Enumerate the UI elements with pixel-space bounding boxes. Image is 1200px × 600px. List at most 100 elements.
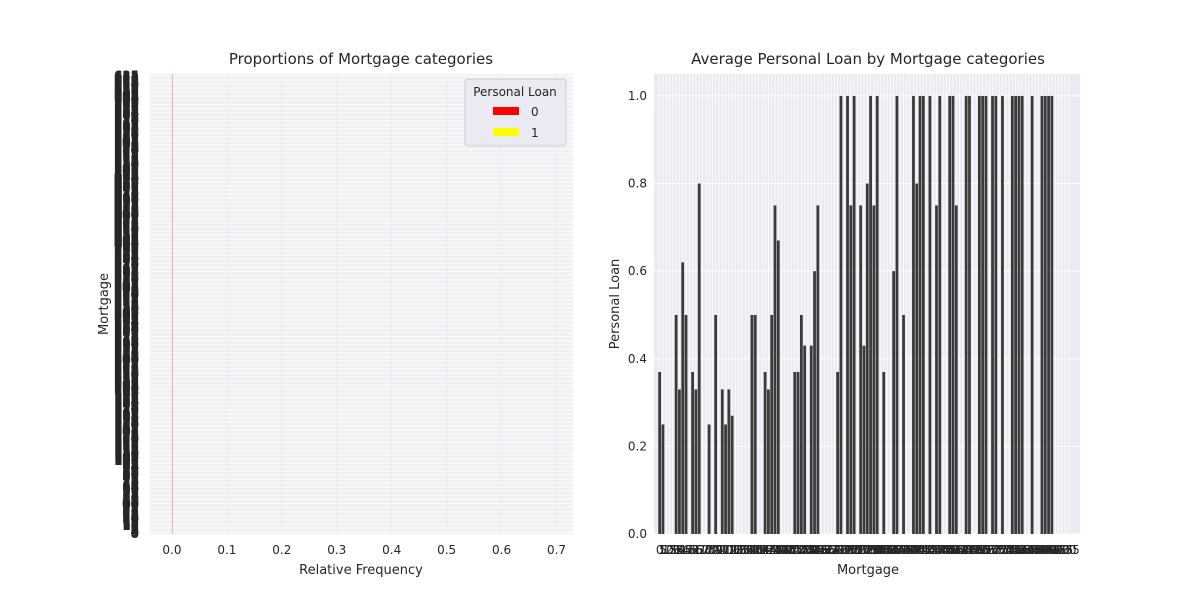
left-y-tick-label: 433 xyxy=(114,214,139,228)
right-x-tick-label: 486 xyxy=(961,543,984,557)
right-x-tick-label: 205 xyxy=(780,543,803,557)
left-y-tick-label: 2 xyxy=(131,526,139,540)
left-y-tick-label: 103 xyxy=(114,453,139,467)
left-y-tick-label: 18 xyxy=(122,514,139,528)
left-y-axis-label: Mortgage xyxy=(97,273,112,335)
right-x-tick-label: 594 xyxy=(1031,543,1054,557)
right-x-tick-label: 461 xyxy=(945,543,968,557)
left-y-tick-label: 79 xyxy=(122,470,139,484)
left-y-tick-label: 538 xyxy=(114,139,139,153)
right-x-tick-label: 266 xyxy=(820,543,843,557)
left-y-tick-label: 275 xyxy=(114,328,139,342)
left-y-tick-label: 257 xyxy=(114,341,139,355)
left-y-tick-label: 246 xyxy=(114,349,139,363)
right-bar xyxy=(892,271,896,534)
right-bar xyxy=(968,95,971,535)
left-y-tick-label: 156 xyxy=(114,414,139,428)
left-y-tick-label: 261 xyxy=(114,339,139,353)
right-x-tick-label: 118 xyxy=(724,543,747,557)
right-x-tick-label: 179 xyxy=(764,543,787,557)
left-y-tick-label: 607 xyxy=(114,88,139,102)
right-bar xyxy=(875,95,879,535)
left-y-tick-label: 347 xyxy=(114,276,139,290)
right-x-tick-label: 625 xyxy=(1050,543,1073,557)
left-y-tick-label: 318 xyxy=(114,298,139,312)
left-y-tick-label: 139 xyxy=(114,426,139,440)
right-x-tick-label: 333 xyxy=(862,543,885,557)
left-y-tick-label: 123 xyxy=(114,438,139,452)
left-y-tick-label: 385 xyxy=(114,249,139,263)
right-x-tick-label: 108 xyxy=(717,543,740,557)
right-x-tick-label: 440 xyxy=(932,543,955,557)
left-y-tick-label: 319 xyxy=(114,296,139,310)
left-y-tick-label: 24 xyxy=(122,510,139,524)
left-y-tick-label: 108 xyxy=(114,449,139,463)
right-x-tick-label: 384 xyxy=(895,543,918,557)
left-y-tick-label: 77 xyxy=(122,471,139,485)
right-x-tick-label: 527 xyxy=(988,543,1011,557)
left-y-tick-label: 270 xyxy=(114,332,139,346)
left-y-tick-label: 444 xyxy=(114,206,139,220)
left-y-tick-label: 582 xyxy=(114,107,139,121)
left-y-tick-label: 556 xyxy=(114,125,139,139)
left-y-tick-label: 314 xyxy=(114,300,139,314)
left-y-tick-label: 233 xyxy=(114,359,139,373)
left-y-tick-label: 424 xyxy=(114,221,139,235)
left-y-tick-label: 228 xyxy=(114,363,139,377)
right-bar xyxy=(872,205,876,534)
left-y-tick-label: 459 xyxy=(114,196,139,210)
right-bar xyxy=(809,345,813,534)
right-bar xyxy=(793,371,797,534)
left-y-tick-label: 55 xyxy=(122,487,139,501)
left-y-tick-label: 448 xyxy=(114,204,139,218)
left-y-tick-label: 613 xyxy=(114,84,139,98)
left-y-tick-label: 600 xyxy=(114,94,139,108)
left-y-tick-label: 591 xyxy=(114,100,139,114)
left-x-tick-label: 0.6 xyxy=(492,543,511,557)
left-y-tick-label: 250 xyxy=(114,347,139,361)
right-x-tick-label: 481 xyxy=(958,543,981,557)
legend-label-0: 0 xyxy=(531,105,539,119)
left-y-tick-label: 273 xyxy=(114,329,139,343)
right-x-tick-label: 133 xyxy=(734,543,757,557)
left-y-tick-label: 281 xyxy=(114,324,139,338)
left-y-tick-label: 204 xyxy=(114,380,139,394)
right-x-tick-label: 415 xyxy=(915,543,938,557)
right-x-tick-label: 277 xyxy=(826,543,849,557)
left-y-tick-label: 343 xyxy=(114,279,139,293)
left-y-tick-label: 530 xyxy=(114,144,139,158)
left-y-tick-label: 446 xyxy=(114,205,139,219)
right-x-tick-label: 20 xyxy=(665,543,680,557)
left-y-tick-label: 439 xyxy=(114,210,139,224)
left-y-tick-label: 584 xyxy=(114,105,139,119)
left-y-tick-label: 332 xyxy=(114,287,139,301)
right-y-tick-label: 0.4 xyxy=(628,352,647,366)
left-x-tick-label: 0.5 xyxy=(437,543,456,557)
right-chart: 0.00.20.40.60.81.0 051015202631364146515… xyxy=(608,50,1080,578)
left-y-tick-label: 9 xyxy=(131,520,139,534)
right-x-tick-label: 379 xyxy=(892,543,915,557)
left-y-tick-label: 426 xyxy=(114,219,139,233)
right-x-tick-label: 292 xyxy=(836,543,859,557)
right-bar xyxy=(994,95,998,535)
left-y-tick-label: 42 xyxy=(122,497,139,511)
left-y-tick-label: 409 xyxy=(114,231,139,245)
right-x-tick-label: 358 xyxy=(879,543,902,557)
left-y-tick-label: 213 xyxy=(114,373,139,387)
left-y-tick-label: 110 xyxy=(114,447,139,461)
left-y-tick-label: 341 xyxy=(114,280,139,294)
right-bar xyxy=(1047,95,1050,535)
right-x-tick-label: 31 xyxy=(672,543,687,557)
left-y-tick-label: 283 xyxy=(114,323,139,337)
right-x-tick-label: 584 xyxy=(1024,543,1047,557)
left-y-tick-label: 99 xyxy=(122,455,139,469)
left-y-tick-label: 11 xyxy=(122,519,139,533)
right-x-tick-label: 51 xyxy=(685,543,700,557)
left-y-tick-label: 620 xyxy=(114,79,139,93)
left-y-tick-label: 286 xyxy=(114,320,139,334)
left-y-tick-label: 475 xyxy=(114,184,139,198)
left-y-tick-label: 35 xyxy=(122,502,139,516)
left-y-tick-label: 593 xyxy=(114,99,139,113)
left-x-tick-label: 0.2 xyxy=(272,543,291,557)
left-y-tick-label: 518 xyxy=(114,153,139,167)
